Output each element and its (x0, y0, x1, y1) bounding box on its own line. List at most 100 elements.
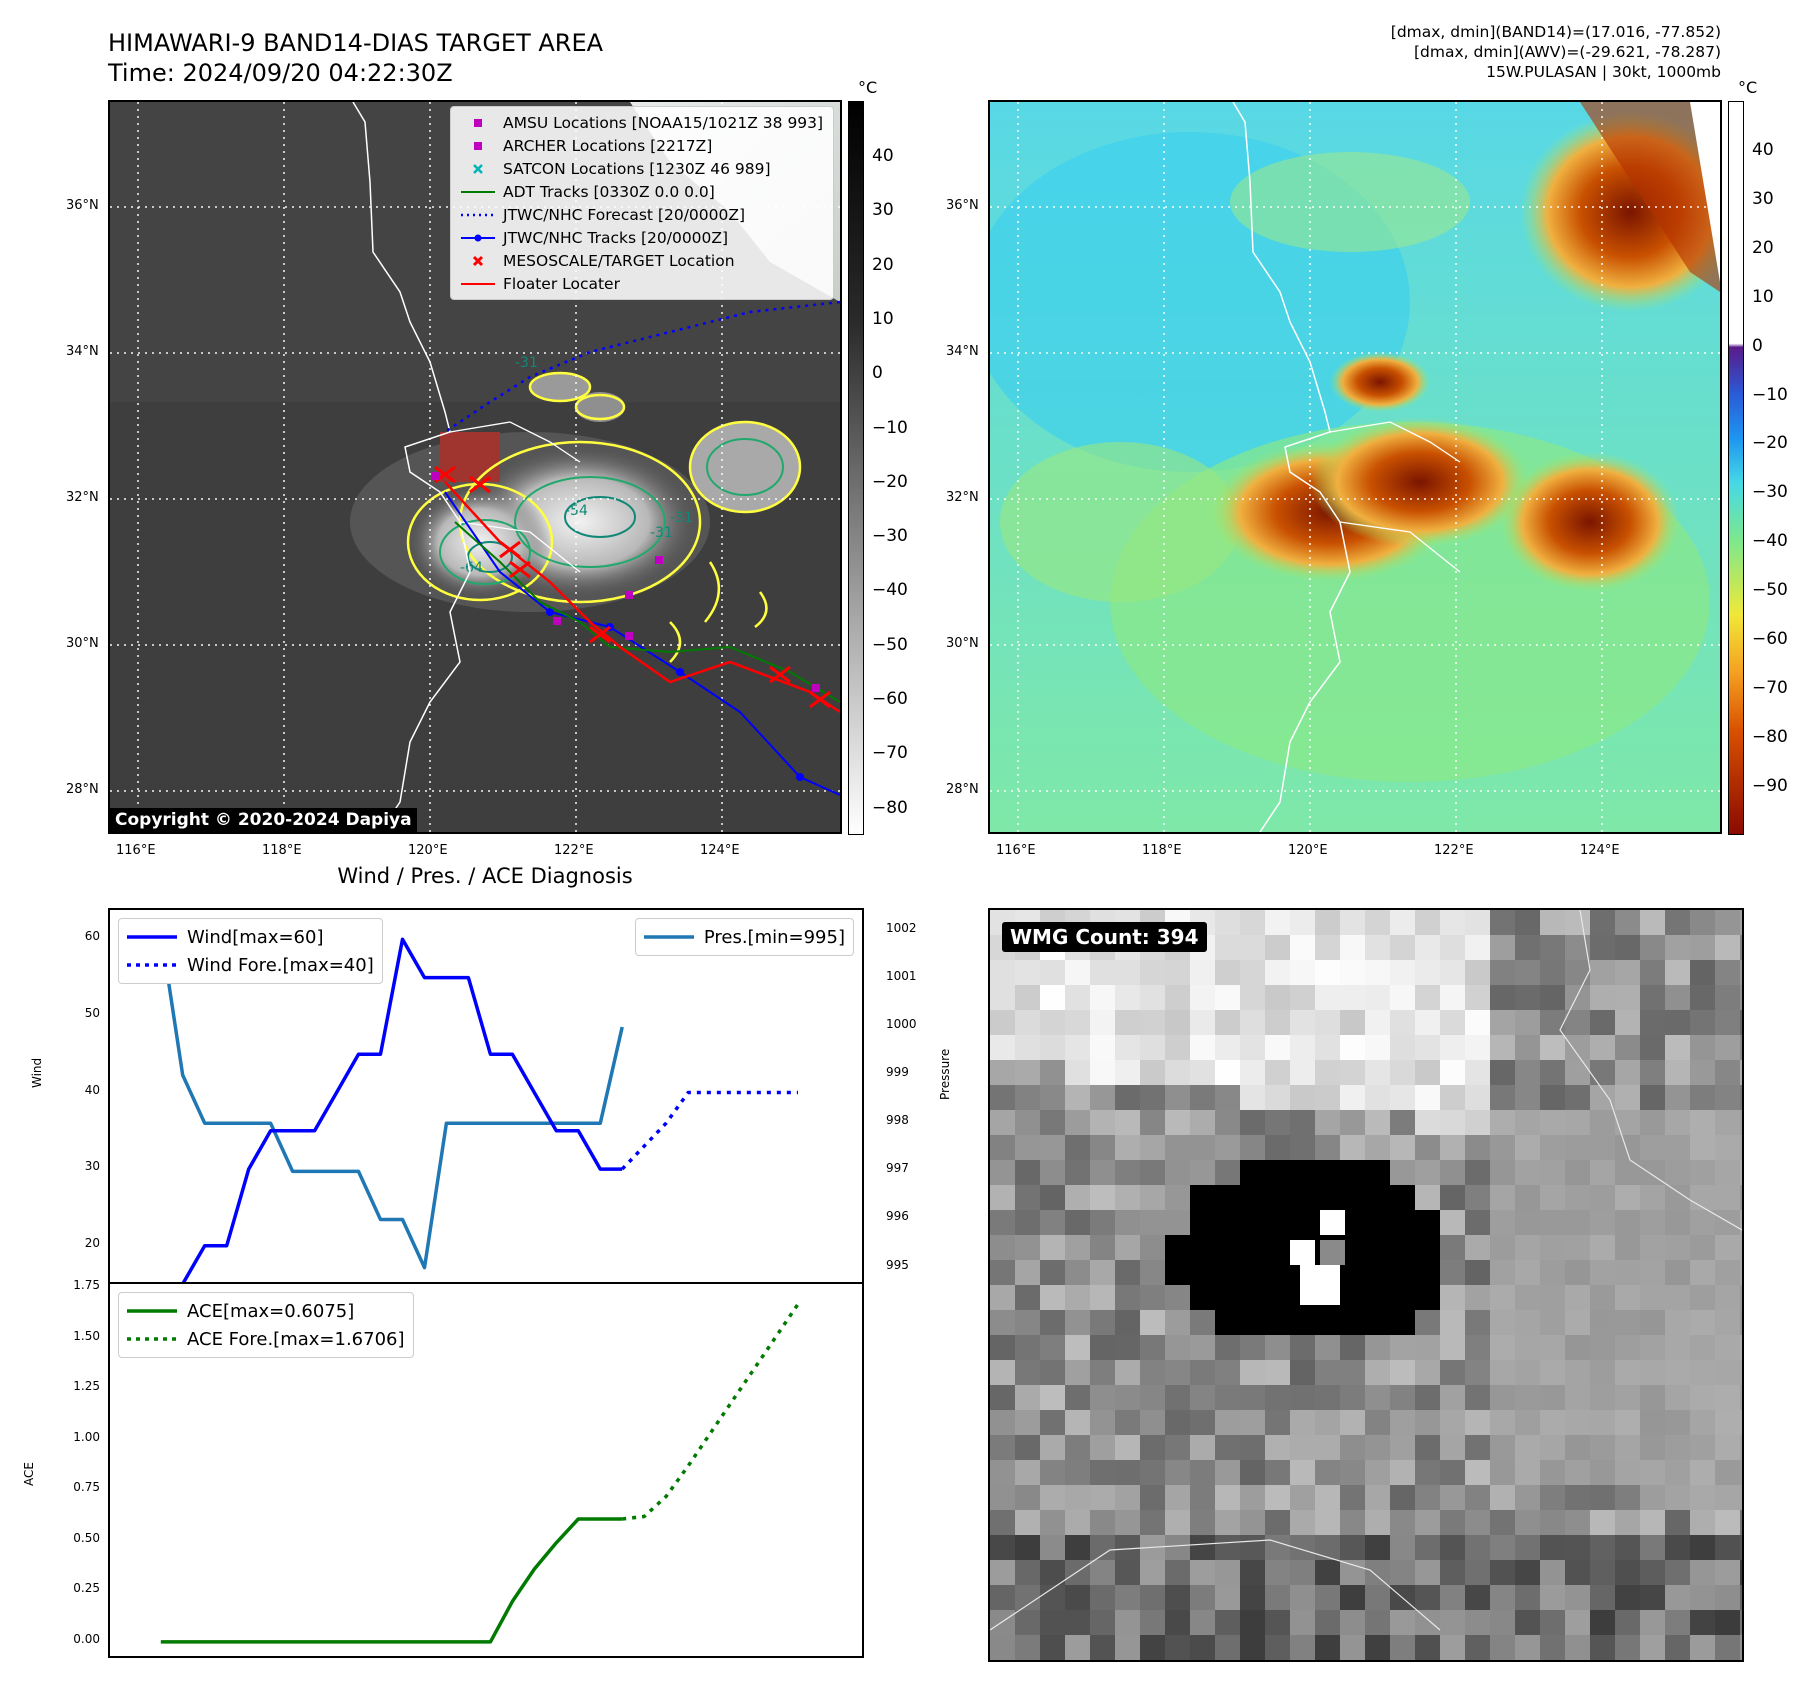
lat-label: 36°N (66, 198, 99, 213)
awv-colorbar-tick: −30 (1752, 482, 1788, 503)
awv-colorbar-tick: 0 (1752, 335, 1763, 356)
storm-info: 15W.PULASAN | 30kt, 1000mb (1486, 63, 1721, 81)
pressure-tick: 997 (886, 1161, 909, 1176)
legend-label: MESOSCALE/TARGET Location (503, 251, 735, 270)
gray-colorbar-tick: 40 (872, 146, 894, 166)
lon-label: 122°E (554, 843, 594, 858)
gray-colorbar-tick: −70 (872, 743, 908, 764)
legend-label: ADT Tracks [0330Z 0.0 0.0] (503, 182, 715, 201)
legend-item-archer: ARCHER Locations [2217Z] (459, 134, 825, 157)
awv-colorbar-tick: 10 (1752, 286, 1774, 307)
awv-colorbar-tick: −10 (1752, 384, 1788, 405)
legend-label: ARCHER Locations [2217Z] (503, 136, 713, 155)
gray-colorbar-tick: −20 (872, 471, 908, 492)
ace-line (160, 1517, 623, 1644)
square-marker-icon (474, 118, 482, 127)
gray-colorbar-tick: −40 (872, 580, 908, 601)
gray-colorbar-tick: −60 (872, 689, 908, 709)
line-dot-icon (461, 234, 495, 241)
wind-tick: 40 (84, 1082, 100, 1097)
legend-item-target: MESOSCALE/TARGET Location (459, 249, 825, 272)
ace-tick: 1.50 (73, 1328, 100, 1343)
lon-label: 118°E (262, 843, 302, 858)
lat-label: 28°N (946, 782, 979, 797)
legend-label: Wind Fore.[max=40] (187, 954, 374, 976)
lat-label: 34°N (946, 344, 979, 359)
legend-item-forecast: JTWC/NHC Forecast [20/0000Z] (459, 203, 825, 226)
awv-map-imagery (990, 102, 1720, 832)
line-marker-icon (461, 282, 495, 285)
ace-tick: 1.75 (73, 1278, 100, 1292)
lon-label: 118°E (1142, 843, 1182, 858)
lon-label: 124°E (700, 843, 740, 858)
title-product: HIMAWARI-9 BAND14-DIAS TARGET AREA (108, 29, 604, 57)
legend-label: AMSU Locations [NOAA15/1021Z 38 993] (503, 113, 824, 132)
dotted-line-icon (127, 963, 177, 967)
diagnosis-title: Wind / Pres. / ACE Diagnosis (337, 864, 633, 888)
wind-tick: 50 (84, 1005, 100, 1020)
square-marker-icon (474, 141, 482, 150)
contour-label: -64 (460, 560, 483, 576)
legend-label: ACE Fore.[max=1.6706] (187, 1328, 405, 1350)
wind-legend: Wind[max=60] Wind Fore.[max=40] (118, 918, 383, 984)
gray-colorbar-tick: 0 (872, 363, 883, 384)
legend-item-satcon: SATCON Locations [1230Z 46 989] (459, 157, 825, 180)
lat-label: 28°N (66, 782, 99, 797)
solid-line-icon (643, 935, 694, 939)
wind-axis-label: Wind (30, 1057, 44, 1088)
ace-legend: ACE[max=0.6075] ACE Fore.[max=1.6706] (118, 1292, 414, 1358)
ace-tick: 0.00 (73, 1631, 100, 1646)
dotted-line-icon (127, 1337, 177, 1341)
lon-label: 124°E (1580, 843, 1620, 858)
pressure-tick: 998 (886, 1113, 909, 1128)
gray-colorbar-tick: 10 (872, 308, 894, 329)
awv-colorbar-tick: −90 (1752, 775, 1788, 796)
legend-label: ACE[max=0.6075] (187, 1300, 355, 1322)
legend-label: Floater Locater (503, 274, 620, 293)
ace-tick: 0.75 (73, 1480, 100, 1495)
legend-item-pressure: Pres.[min=995] (643, 923, 845, 951)
lon-label: 120°E (1288, 843, 1328, 858)
contour-label: -31 (670, 510, 693, 526)
ace-tick: 1.25 (73, 1379, 100, 1394)
lat-label: 34°N (66, 344, 99, 359)
wmg-panel: WMG Count: 394 (988, 908, 1744, 1662)
wmg-imagery (990, 910, 1742, 1660)
x-marker-icon (473, 163, 483, 174)
stats-header: [dmax, dmin](BAND14)=(17.016, -77.852) [d… (1391, 22, 1721, 82)
pressure-tick: 1001 (886, 968, 917, 983)
legend-label: JTWC/NHC Forecast [20/0000Z] (503, 205, 746, 224)
awv-colorbar-tick: −50 (1752, 580, 1788, 601)
pressure-tick: 1002 (886, 920, 917, 935)
gray-colorbar-tick: 30 (872, 200, 894, 221)
pressure-line (159, 930, 624, 1270)
wind-forecast-line (620, 1090, 798, 1171)
legend-item-ace: ACE[max=0.6075] (127, 1297, 405, 1325)
gray-colorbar (848, 101, 864, 835)
stats-awv: [dmax, dmin](AWV)=(-29.621, -78.287) (1414, 43, 1721, 61)
lat-label: 32°N (946, 490, 979, 505)
wind-pressure-plot: Wind[max=60] Wind Fore.[max=40] Pres.[mi… (108, 908, 864, 1284)
gray-colorbar-unit: °C (858, 78, 878, 97)
ace-axis-label: ACE (22, 1462, 36, 1486)
gray-colorbar-tick: −30 (872, 526, 908, 547)
legend-item-ace-forecast: ACE Fore.[max=1.6706] (127, 1325, 405, 1353)
legend-label: SATCON Locations [1230Z 46 989] (503, 159, 771, 178)
lat-label: 30°N (946, 636, 979, 651)
solid-line-icon (127, 935, 177, 939)
wind-tick: 20 (84, 1235, 100, 1250)
awv-colorbar-tick: −40 (1752, 531, 1788, 552)
legend-item-tracks: JTWC/NHC Tracks [20/0000Z] (459, 226, 825, 249)
stats-band14: [dmax, dmin](BAND14)=(17.016, -77.852) (1390, 23, 1721, 41)
ace-tick: 0.50 (73, 1530, 100, 1545)
figure-title: HIMAWARI-9 BAND14-DIAS TARGET AREA Time: … (108, 28, 603, 88)
pressure-tick: 995 (886, 1257, 909, 1272)
solid-line-icon (127, 1309, 177, 1313)
pressure-tick: 999 (886, 1065, 909, 1080)
awv-colorbar-tick: −60 (1752, 629, 1788, 649)
legend-label: Pres.[min=995] (703, 926, 845, 948)
legend-item-adt: ADT Tracks [0330Z 0.0 0.0] (459, 180, 825, 203)
lon-label: 116°E (116, 843, 156, 858)
legend-label: Wind[max=60] (187, 926, 324, 948)
map-legend: AMSU Locations [NOAA15/1021Z 38 993] ARC… (450, 106, 834, 300)
